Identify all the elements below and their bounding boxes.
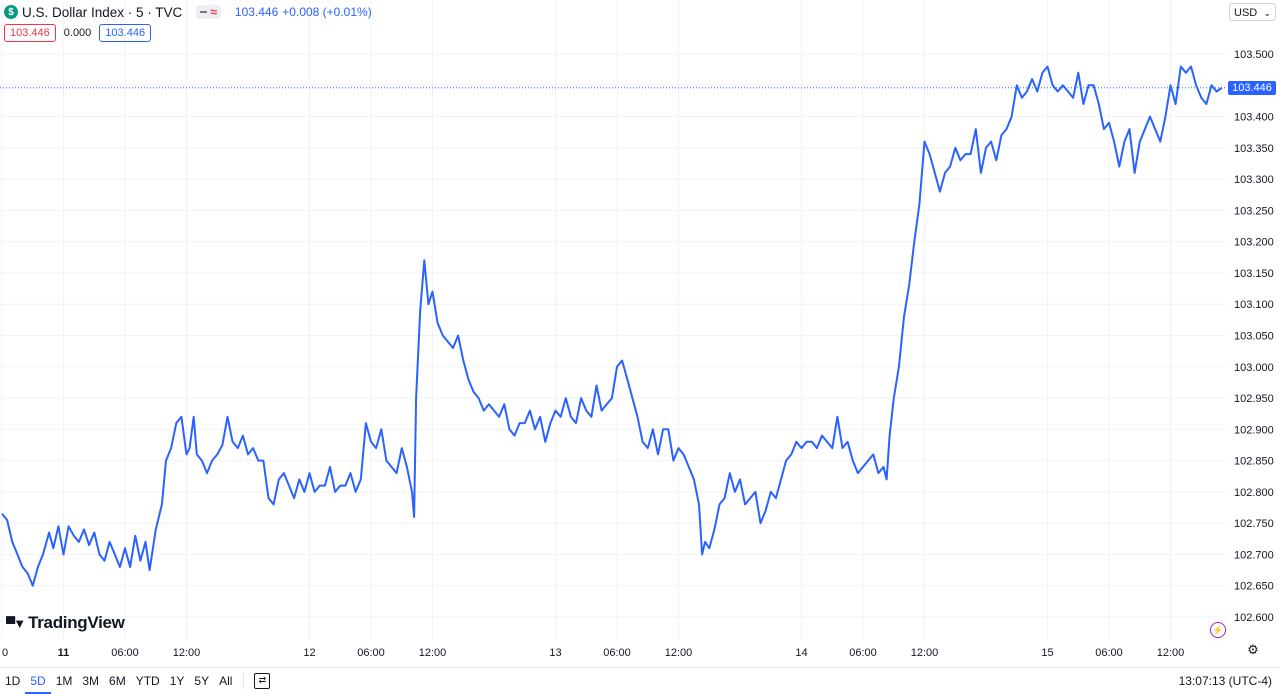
- y-tick-label: 103.500: [1234, 49, 1274, 61]
- x-tick-label: 06:00: [111, 647, 139, 659]
- x-tick-label: 12:00: [1157, 647, 1185, 659]
- dash-icon: [200, 11, 208, 13]
- bolt-icon[interactable]: ⚡: [1210, 622, 1226, 638]
- x-tick-label: 12:00: [665, 647, 693, 659]
- x-tick-label: 12:00: [911, 647, 939, 659]
- x-tick-label: 06:00: [1095, 647, 1123, 659]
- y-tick-label: 103.200: [1234, 237, 1274, 249]
- grid: [0, 0, 1226, 640]
- currency-select[interactable]: USD ⌄: [1229, 3, 1276, 21]
- x-tick-label: 14: [795, 647, 807, 659]
- y-tick-label: 102.850: [1234, 456, 1274, 468]
- tradingview-logo-icon: ▀▼: [6, 615, 26, 631]
- y-tick-label: 103.000: [1234, 362, 1274, 374]
- sell-button[interactable]: 103.446: [4, 24, 56, 42]
- last-price-tag: 103.446: [1228, 80, 1276, 95]
- bottom-toolbar: 1D 5D 1M 3M 6M YTD 1Y 5Y All ⇄ 13:07:13 …: [0, 667, 1280, 694]
- bid-ask-row: 103.446 0.000 103.446: [4, 24, 152, 42]
- range-6m[interactable]: 6M: [109, 674, 126, 688]
- y-tick-label: 103.300: [1234, 174, 1274, 186]
- range-5y[interactable]: 5Y: [194, 674, 210, 688]
- buy-button[interactable]: 103.446: [99, 24, 152, 42]
- y-axis[interactable]: 102.600 102.650 102.700 102.750 102.800 102.8…: [1234, 49, 1274, 624]
- x-tick-label: 12:00: [419, 647, 447, 659]
- range-3m[interactable]: 3M: [82, 674, 100, 688]
- range-all[interactable]: All: [219, 674, 233, 688]
- y-tick-label: 103.150: [1234, 268, 1274, 280]
- clock-timezone[interactable]: 13:07:13 (UTC-4): [1178, 674, 1272, 688]
- x-axis[interactable]: 0 11 06:00 12:00 12 06:00 12:00 13 06:00 12:00 14 0…: [2, 647, 1184, 659]
- y-tick-label: 103.350: [1234, 143, 1274, 155]
- symbol-title[interactable]: U.S. Dollar Index · 5 · TVC: [22, 4, 183, 20]
- symbol-legend: $ U.S. Dollar Index · 5 · TVC ≈ 103.446 …: [4, 3, 372, 21]
- y-tick-label: 102.700: [1234, 549, 1274, 561]
- x-tick-label: 06:00: [603, 647, 631, 659]
- x-tick-label: 15: [1041, 647, 1053, 659]
- x-tick-label: 12:00: [173, 647, 201, 659]
- wave-icon: ≈: [210, 5, 217, 19]
- chevron-down-icon: ⌄: [1263, 8, 1271, 18]
- gear-icon[interactable]: ⚙: [1247, 642, 1259, 657]
- tradingview-logo[interactable]: ▀▼ TradingView: [6, 613, 125, 633]
- y-tick-label: 102.650: [1234, 581, 1274, 593]
- dollar-icon[interactable]: $: [4, 5, 18, 19]
- y-tick-label: 103.250: [1234, 205, 1274, 217]
- range-5d[interactable]: 5D: [25, 668, 51, 694]
- range-1m[interactable]: 1M: [55, 674, 73, 688]
- spread-value: 0.000: [63, 27, 92, 39]
- toolbar-divider: [243, 673, 245, 689]
- x-tick-label: 0: [2, 647, 8, 659]
- series-line: [1, 65, 1223, 587]
- currency-label: USD: [1234, 7, 1258, 19]
- y-tick-label: 102.600: [1234, 612, 1274, 624]
- range-1y[interactable]: 1Y: [169, 674, 185, 688]
- range-selector: 1D 5D 1M 3M 6M YTD 1Y 5Y All ⇄: [0, 668, 271, 694]
- x-tick-label: 06:00: [849, 647, 877, 659]
- price-chart[interactable]: 102.600 102.650 102.700 102.750 102.800 102.8…: [0, 0, 1280, 667]
- y-tick-label: 103.100: [1234, 299, 1274, 311]
- calendar-goto-icon[interactable]: ⇄: [254, 673, 271, 689]
- legend-change: +0.008 (+0.01%): [282, 5, 372, 19]
- y-tick-label: 102.950: [1234, 393, 1274, 405]
- tradingview-logo-text: TradingView: [28, 613, 125, 632]
- range-1d[interactable]: 1D: [5, 674, 21, 688]
- y-tick-label: 103.400: [1234, 112, 1274, 124]
- range-ytd[interactable]: YTD: [135, 674, 160, 688]
- x-tick-label: 06:00: [357, 647, 385, 659]
- x-tick-label: 11: [58, 647, 70, 659]
- x-tick-label: 12: [303, 647, 315, 659]
- market-status-badge[interactable]: ≈: [196, 5, 221, 19]
- y-tick-label: 102.750: [1234, 518, 1274, 530]
- legend-price: 103.446: [234, 5, 279, 19]
- y-tick-label: 103.050: [1234, 331, 1274, 343]
- x-tick-label: 13: [549, 647, 561, 659]
- y-tick-label: 102.800: [1234, 487, 1274, 499]
- y-tick-label: 102.900: [1234, 424, 1274, 436]
